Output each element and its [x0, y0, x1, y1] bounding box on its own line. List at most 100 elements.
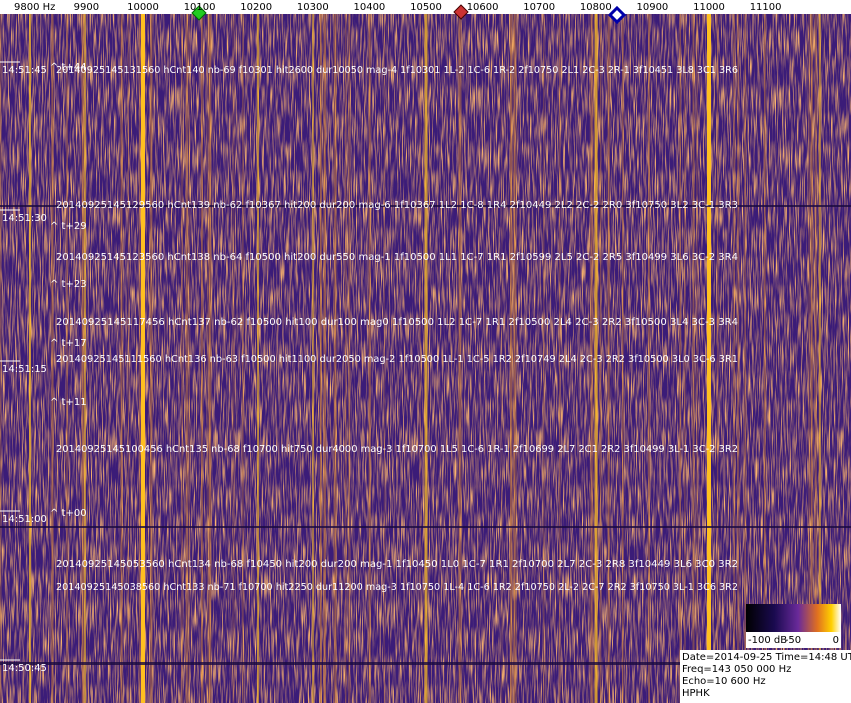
- carrier: [424, 14, 428, 703]
- time-label: 14:51:30: [2, 213, 47, 224]
- band: [0, 205, 851, 207]
- x-tick-label: 10800: [580, 2, 612, 13]
- stripe: [607, 14, 610, 703]
- time-marker: ^ t+23: [50, 279, 87, 290]
- detection: 20140925145111560 hCnt136 nb-63 f10500 h…: [56, 354, 738, 365]
- x-tick-label: 10200: [240, 2, 272, 13]
- time-marker: ^ t+00: [50, 508, 87, 519]
- x-axis-label: 9800 Hz: [14, 2, 55, 13]
- stripe: [589, 14, 592, 703]
- band: [0, 526, 851, 528]
- marker-red: [453, 4, 469, 20]
- x-tick-label: 9900: [74, 2, 99, 13]
- carrier: [29, 14, 31, 703]
- detection: 20140925145100456 hCnt135 nb-68 f10700 h…: [56, 444, 738, 455]
- x-tick-label: 10700: [523, 2, 555, 13]
- stripe: [591, 14, 594, 703]
- stripe: [0, 14, 2, 703]
- carrier: [312, 14, 314, 703]
- info-line: Echo=10 600 Hz: [682, 676, 766, 687]
- colorbar-label: -100 dB: [748, 635, 787, 646]
- colorbar-labels-bg: [746, 632, 841, 648]
- time-marker: ^ t+17: [50, 338, 87, 349]
- time-marker: ^ t+11: [50, 397, 87, 408]
- x-tick-label: 10400: [353, 2, 385, 13]
- stripe: [543, 14, 545, 703]
- stripe: [716, 14, 719, 703]
- detection: 20140925145129560 hCnt139 nb-62 f10367 h…: [56, 200, 738, 211]
- stripe: [334, 14, 337, 703]
- x-tick-label: 10000: [127, 2, 159, 13]
- info-box: [680, 650, 851, 703]
- time-label: 14:51:00: [2, 514, 47, 525]
- stripe: [744, 14, 747, 703]
- stripe: [559, 14, 561, 703]
- time-label: 14:51:45: [2, 65, 47, 76]
- stripe: [51, 14, 54, 703]
- stripe: [188, 14, 191, 703]
- stripe: [458, 14, 461, 703]
- stripe: [696, 14, 698, 703]
- carrier: [594, 14, 598, 703]
- time-label: 14:51:15: [2, 364, 47, 375]
- stripe: [692, 14, 695, 703]
- detection: 20140925145123560 hCnt138 nb-64 f10500 h…: [56, 252, 738, 263]
- band: [0, 662, 851, 665]
- stripe: [81, 14, 84, 703]
- carrier: [257, 14, 259, 703]
- stripe: [810, 14, 813, 703]
- time-marker: ^ t+29: [50, 221, 87, 232]
- stripe: [208, 14, 211, 703]
- x-tick-label: 10600: [467, 2, 499, 13]
- stripe: [319, 14, 322, 703]
- detection: 20140925145131560 hCnt140 nb-69 f10301 h…: [56, 65, 738, 76]
- stripe: [121, 14, 123, 703]
- stripe: [684, 14, 686, 703]
- detection: 20140925145117456 hCnt137 nb-62 f10500 h…: [56, 317, 738, 328]
- stripe: [679, 14, 681, 703]
- stripe: [459, 14, 462, 703]
- info-line: Freq=143 050 000 Hz: [682, 664, 791, 675]
- carrier: [141, 14, 145, 703]
- stripe: [814, 14, 817, 703]
- stripe: [733, 14, 736, 703]
- axis-bar: [0, 0, 851, 14]
- marker-green: [191, 5, 207, 21]
- stripe: [622, 14, 624, 703]
- stripe: [201, 14, 203, 703]
- stripe: [206, 14, 208, 703]
- info-line: HPHK: [682, 688, 710, 699]
- colorbar: [746, 604, 841, 632]
- stripe: [344, 14, 347, 703]
- stripe: [383, 14, 385, 703]
- colorbar-label: 0: [833, 635, 839, 646]
- carrier: [819, 14, 821, 703]
- stripe: [348, 14, 351, 703]
- stripe: [419, 14, 421, 703]
- stripe: [185, 14, 188, 703]
- x-tick-label: 10900: [636, 2, 668, 13]
- stripe: [608, 14, 611, 703]
- stripe: [764, 14, 766, 703]
- stripe: [737, 14, 740, 703]
- stripe: [648, 14, 650, 703]
- stripe: [242, 14, 244, 703]
- stripe: [232, 14, 235, 703]
- carrier: [707, 14, 711, 703]
- x-tick-label: 10100: [184, 2, 216, 13]
- stripe: [514, 14, 517, 703]
- carriers: [0, 14, 851, 703]
- stripe: [368, 14, 371, 703]
- info-line: Date=2014-09-25 Time=14:48 UTC: [682, 652, 851, 663]
- stripe: [599, 14, 602, 703]
- stripe: [333, 14, 336, 703]
- marker-blue: [607, 5, 627, 25]
- stripe: [323, 14, 326, 703]
- stripe: [138, 14, 141, 703]
- x-tick-label: 10300: [297, 2, 329, 13]
- stripe: [209, 14, 212, 703]
- stripe: [808, 14, 810, 703]
- stripe: [127, 14, 130, 703]
